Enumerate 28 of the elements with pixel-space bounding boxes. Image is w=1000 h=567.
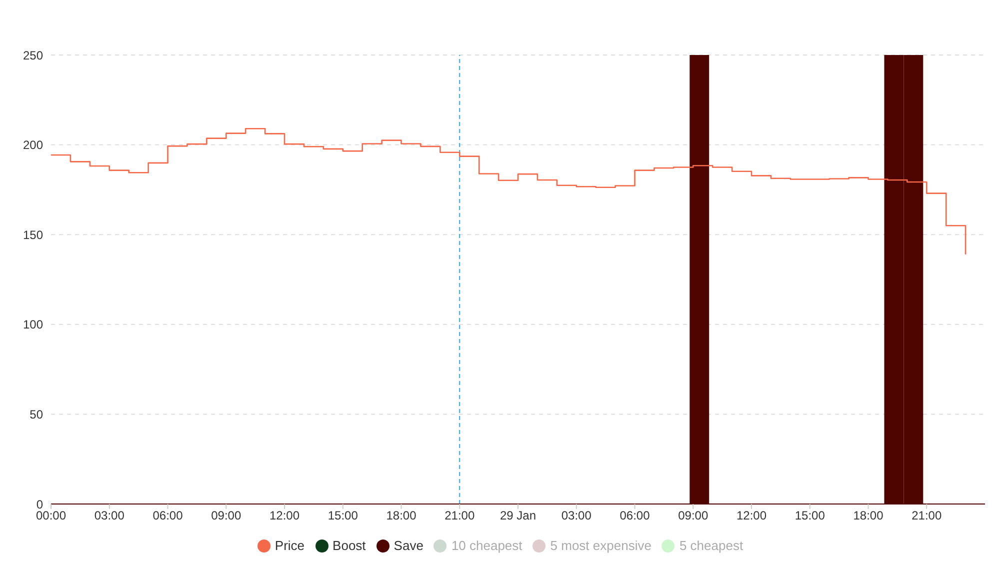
x-tick-label: 12:00 [736, 508, 767, 523]
legend-label: 5 most expensive [549, 538, 652, 553]
y-tick-label: 200 [22, 138, 44, 152]
x-tick-label: 21:00 [444, 508, 475, 523]
x-tick-label: 06:00 [620, 508, 650, 523]
legend-label: Price [274, 538, 305, 553]
x-tick-label: 03:00 [94, 508, 125, 523]
y-tick-label: 250 [22, 48, 44, 62]
x-tick-label: 06:00 [152, 508, 184, 523]
legend-label: Save [392, 538, 424, 553]
x-tick-label: 18:00 [853, 508, 884, 523]
y-tick-label: 150 [22, 228, 44, 242]
legend-label: 10 cheapest [450, 538, 522, 553]
x-tick-label: 18:00 [386, 508, 417, 523]
y-tick-label: 0 [36, 497, 44, 512]
x-tick-label: 09:00 [678, 508, 708, 523]
x-tick-label: 00:00 [36, 508, 66, 523]
y-tick-label: 100 [22, 318, 44, 332]
legend-label: Boost [332, 538, 366, 553]
x-tick-label: 29 Jan [500, 508, 536, 523]
y-tick-label: 50 [30, 407, 44, 422]
x-tick-label: 03:00 [561, 508, 592, 523]
x-tick-label: 15:00 [794, 508, 826, 523]
x-tick-label: 15:00 [328, 508, 358, 523]
legend-label: 5 cheapest [678, 538, 744, 553]
x-tick-label: 09:00 [211, 508, 242, 523]
x-tick-label: 21:00 [912, 508, 942, 523]
x-tick-label: 12:00 [269, 508, 300, 523]
